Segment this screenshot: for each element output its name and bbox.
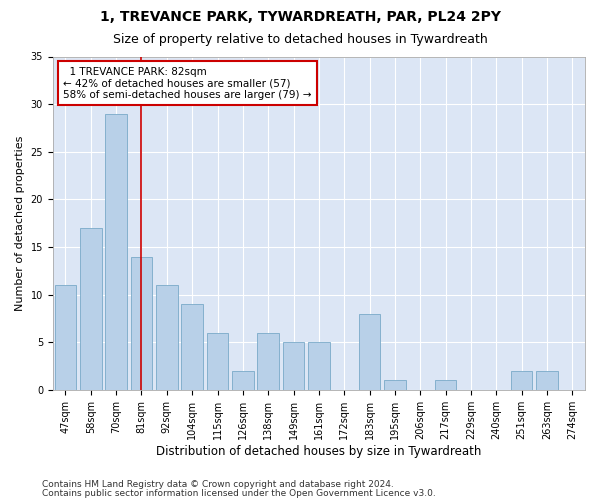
Text: Contains HM Land Registry data © Crown copyright and database right 2024.: Contains HM Land Registry data © Crown c… [42,480,394,489]
Bar [131,256,152,390]
Bar [308,342,329,390]
Bar [181,304,203,390]
Text: 1 TREVANCE PARK: 82sqm  
← 42% of detached houses are smaller (57)
58% of semi-d: 1 TREVANCE PARK: 82sqm ← 42% of detached… [64,66,312,100]
Text: 1, TREVANCE PARK, TYWARDREATH, PAR, PL24 2PY: 1, TREVANCE PARK, TYWARDREATH, PAR, PL24… [100,10,500,24]
Bar [106,114,127,390]
Text: Contains public sector information licensed under the Open Government Licence v3: Contains public sector information licen… [42,488,436,498]
Bar [384,380,406,390]
Bar [232,371,254,390]
Text: Size of property relative to detached houses in Tywardreath: Size of property relative to detached ho… [113,32,487,46]
Y-axis label: Number of detached properties: Number of detached properties [15,136,25,311]
Bar [156,285,178,390]
Bar [359,314,380,390]
Bar [283,342,304,390]
Bar [207,332,228,390]
Bar [511,371,532,390]
Bar [435,380,457,390]
Bar [80,228,101,390]
Bar [536,371,558,390]
Bar [257,332,279,390]
X-axis label: Distribution of detached houses by size in Tywardreath: Distribution of detached houses by size … [156,444,482,458]
Bar [55,285,76,390]
